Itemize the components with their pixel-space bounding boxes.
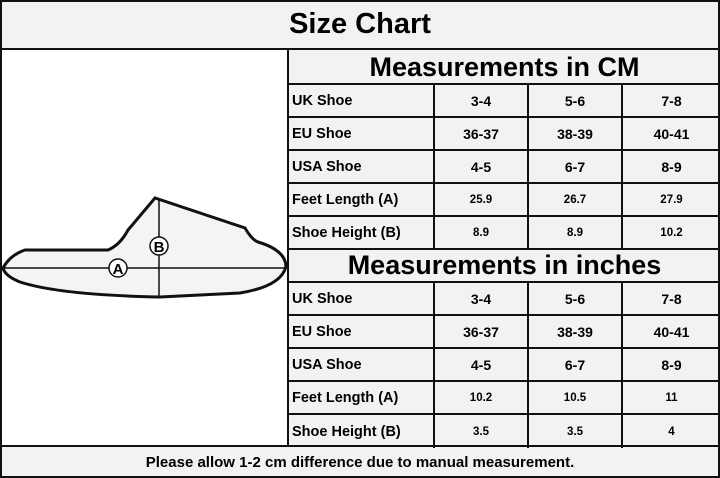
cell: 4: [668, 425, 675, 438]
row-label: USA Shoe: [289, 151, 435, 182]
row-label: UK Shoe: [289, 85, 435, 116]
cell: 6-7: [529, 151, 623, 182]
cell: 7-8: [661, 92, 682, 109]
cell: 10.2: [435, 382, 529, 413]
cell: 11: [665, 391, 678, 404]
table-row: Feet Length (A) 10.2 10.5 11: [289, 382, 720, 415]
table-row: USA Shoe 4-5 6-7 8-9: [289, 151, 720, 184]
cell: 38-39: [529, 118, 623, 149]
cell: 27.9: [660, 193, 683, 206]
footer-note: Please allow 1-2 cm difference due to ma…: [0, 445, 720, 478]
cell: 38-39: [529, 316, 623, 347]
page-title: Size Chart: [0, 0, 720, 50]
row-label: EU Shoe: [289, 118, 435, 149]
table-row: Shoe Height (B) 8.9 8.9 10.2: [289, 217, 720, 250]
cell: 3.5: [529, 415, 623, 448]
cell: 36-37: [435, 316, 529, 347]
cell: 36-37: [435, 118, 529, 149]
cell: 6-7: [529, 349, 623, 380]
cell: 8-9: [661, 158, 682, 175]
cell: 3-4: [435, 85, 529, 116]
cell: 25.9: [435, 184, 529, 215]
inches-header: Measurements in inches: [289, 250, 720, 283]
label-b: B: [154, 239, 165, 256]
row-label: USA Shoe: [289, 349, 435, 380]
cell: 8.9: [529, 217, 623, 248]
table-row: EU Shoe 36-37 38-39 40-41: [289, 118, 720, 151]
cell: 4-5: [435, 151, 529, 182]
cm-table: Measurements in CM UK Shoe 3-4 5-6 7-8 EU S…: [289, 52, 720, 250]
cell: 4-5: [435, 349, 529, 380]
table-row: USA Shoe 4-5 6-7 8-9: [289, 349, 720, 382]
table-row: Shoe Height (B) 3.5 3.5 4: [289, 415, 720, 448]
cell: 10.2: [660, 226, 683, 239]
cell: 8.9: [435, 217, 529, 248]
slipper-diagram: A B: [0, 50, 289, 445]
cell: 3.5: [435, 415, 529, 448]
cell: 40-41: [653, 323, 690, 340]
label-a: A: [113, 261, 124, 278]
table-row: UK Shoe 3-4 5-6 7-8: [289, 283, 720, 316]
table-row: EU Shoe 36-37 38-39 40-41: [289, 316, 720, 349]
cell: 5-6: [529, 283, 623, 314]
cell: 10.5: [529, 382, 623, 413]
cell: 26.7: [529, 184, 623, 215]
row-label: Shoe Height (B): [289, 415, 435, 448]
inches-table: Measurements in inches UK Shoe 3-4 5-6 7-8 …: [289, 250, 720, 448]
row-label: Feet Length (A): [289, 382, 435, 413]
cell: 8-9: [661, 356, 682, 373]
cell: 3-4: [435, 283, 529, 314]
row-label: Shoe Height (B): [289, 217, 435, 248]
table-row: UK Shoe 3-4 5-6 7-8: [289, 85, 720, 118]
cell: 5-6: [529, 85, 623, 116]
cell: 7-8: [661, 290, 682, 307]
row-label: Feet Length (A): [289, 184, 435, 215]
cell: 40-41: [653, 125, 690, 142]
row-label: UK Shoe: [289, 283, 435, 314]
row-label: EU Shoe: [289, 316, 435, 347]
cm-header: Measurements in CM: [289, 52, 720, 85]
table-row: Feet Length (A) 25.9 26.7 27.9: [289, 184, 720, 217]
